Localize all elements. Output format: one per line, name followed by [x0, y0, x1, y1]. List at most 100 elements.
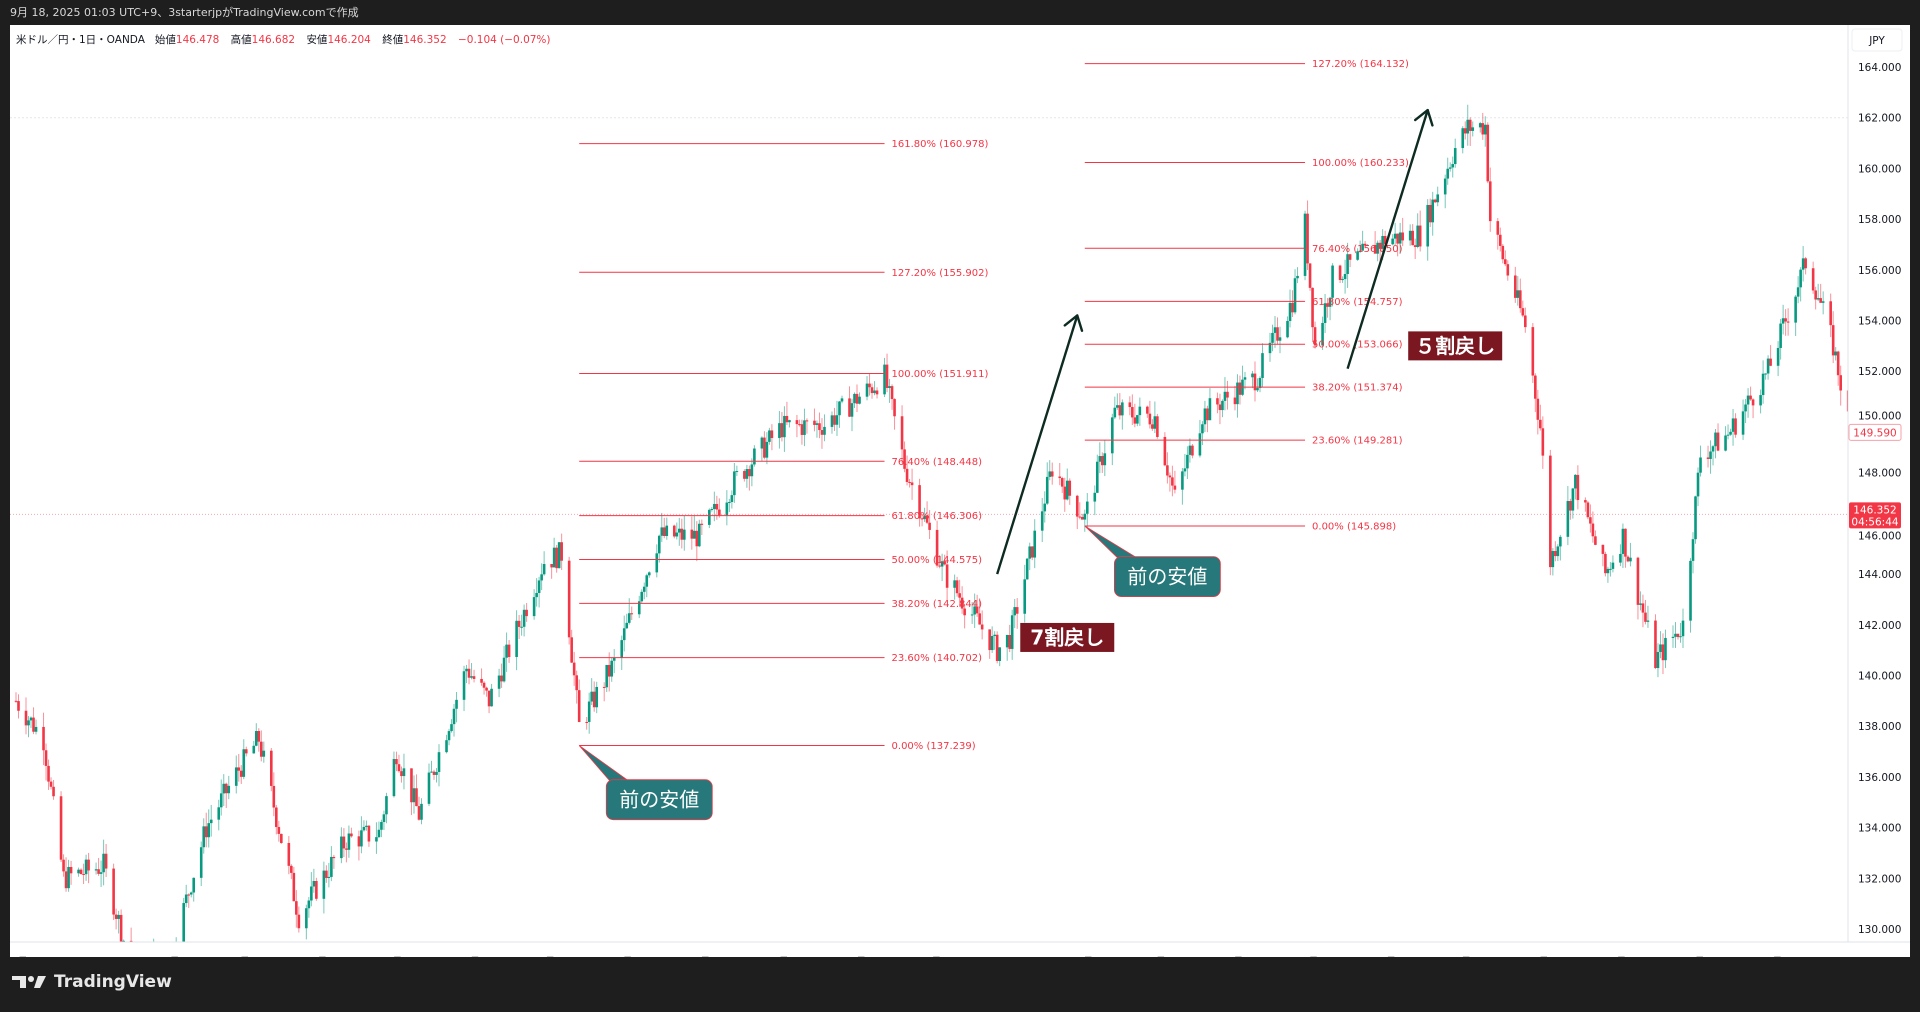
candle — [1741, 399, 1745, 440]
candle-body — [420, 803, 423, 820]
candle-body — [1203, 408, 1207, 425]
candle — [1013, 598, 1016, 629]
candle — [347, 825, 351, 858]
candle-body — [1821, 301, 1825, 303]
candle-body — [1746, 395, 1750, 405]
candle-body — [993, 634, 996, 637]
candle — [290, 864, 293, 880]
candle — [262, 741, 266, 763]
candle — [1534, 373, 1537, 413]
candle-body — [104, 853, 108, 869]
fib-retracement[interactable]: 0.00% (145.898) 23.60% (149.281) 38.20% (1… — [1084, 59, 1409, 532]
candle — [730, 490, 734, 509]
candle — [1401, 217, 1404, 247]
candle — [1253, 361, 1257, 402]
candle — [1594, 530, 1597, 546]
candle-body — [515, 620, 518, 657]
candle — [1063, 477, 1067, 512]
candle — [59, 791, 63, 863]
trend-line[interactable] — [996, 315, 1079, 575]
time-tick-label: 8月 — [616, 956, 633, 957]
trend-arrow[interactable] — [1346, 108, 1434, 370]
candle-body — [675, 532, 679, 537]
candle-body — [147, 953, 150, 957]
candle — [560, 533, 563, 571]
candle-body — [1466, 119, 1470, 134]
candle — [392, 751, 396, 798]
candle — [693, 515, 696, 539]
time-axis[interactable]: 12月 2023 2月 3月 4月 5月 6月 7月 8月 9月 10月 11月 12月 2024 2月 3月… — [4, 941, 1910, 968]
candle-body — [1191, 445, 1194, 456]
candle-body — [1626, 556, 1630, 562]
candle — [1095, 454, 1099, 494]
candle — [1293, 269, 1297, 315]
candle — [1659, 631, 1662, 659]
candle — [1428, 198, 1432, 228]
candle — [1191, 443, 1194, 459]
candle-body — [1521, 308, 1525, 316]
candle — [1846, 384, 1848, 422]
candle — [838, 400, 841, 428]
price-tick-label: 156.000 — [1858, 265, 1901, 277]
candle-body — [700, 523, 704, 525]
candle — [1606, 566, 1610, 583]
candle — [1609, 562, 1612, 577]
trend-line[interactable] — [1346, 109, 1429, 370]
candle — [237, 753, 241, 782]
candle-body — [254, 731, 258, 746]
price-ticks: 164.000 162.000 160.000 158.000 156.000 154.0… — [1858, 62, 1901, 936]
chart-panel[interactable]: 0.00% (137.239) 23.60% (140.702) 38.20% (1… — [4, 25, 1910, 968]
trend-arrow[interactable] — [996, 314, 1084, 575]
price-tick-label: 148.000 — [1858, 468, 1901, 480]
fib-retracement[interactable]: 0.00% (137.239) 23.60% (140.702) 38.20% (1… — [579, 139, 988, 752]
price-axis[interactable]: JPY 164.000 162.000 160.000 158.000 156.000 15… — [1847, 25, 1903, 942]
time-tick-label: 10月 — [765, 956, 789, 957]
candle — [1083, 509, 1087, 532]
callout-annotation[interactable]: 前の安値 — [1084, 525, 1221, 597]
candle — [97, 857, 100, 876]
candle — [662, 517, 666, 539]
candle — [1436, 186, 1440, 207]
candle — [42, 712, 45, 766]
fib-level-label: 23.60% (149.281) — [1312, 436, 1403, 447]
callout-annotation[interactable]: 前の安値 — [578, 745, 713, 821]
candle — [575, 670, 578, 704]
time-tick-label: 10月 — [1681, 956, 1705, 957]
candle — [848, 386, 851, 418]
candle-body — [873, 390, 876, 394]
plot-area[interactable]: 0.00% (137.239) 23.60% (140.702) 38.20% (1… — [10, 59, 1852, 957]
candle-body — [1751, 399, 1755, 406]
candle — [970, 601, 974, 624]
candle — [1711, 444, 1715, 466]
candle — [1186, 446, 1189, 480]
candle — [1328, 296, 1332, 321]
candle — [735, 465, 739, 476]
candle-body — [1080, 516, 1084, 520]
candle — [642, 582, 646, 600]
candle-body — [903, 449, 906, 469]
text-label[interactable]: ５割戻し — [1408, 331, 1503, 361]
candle-body — [307, 900, 311, 909]
candle — [570, 629, 573, 664]
candle — [1744, 399, 1747, 423]
candle — [1676, 633, 1680, 640]
candle-body — [803, 420, 806, 435]
candle — [940, 553, 944, 582]
text-label[interactable]: 7割戻し — [1020, 622, 1115, 652]
candle — [1376, 240, 1379, 262]
candle — [1661, 633, 1665, 675]
candle — [1148, 400, 1152, 429]
candle-body — [1023, 579, 1027, 614]
time-tick-label: 2月 — [1076, 956, 1093, 957]
candle — [1416, 213, 1419, 249]
symbol-name[interactable]: 米ドル／円・1日・OANDA — [16, 34, 145, 46]
candle — [1238, 375, 1242, 405]
currency-box[interactable] — [1851, 28, 1903, 52]
candle-body — [327, 876, 331, 878]
candle-body — [1846, 390, 1848, 412]
candle-body — [1624, 528, 1627, 557]
candle-body — [1151, 424, 1154, 429]
price-chart[interactable]: 0.00% (137.239) 23.60% (140.702) 38.20% (1… — [4, 25, 1910, 968]
candle-body — [1609, 568, 1612, 570]
arrow-head — [1413, 108, 1429, 122]
